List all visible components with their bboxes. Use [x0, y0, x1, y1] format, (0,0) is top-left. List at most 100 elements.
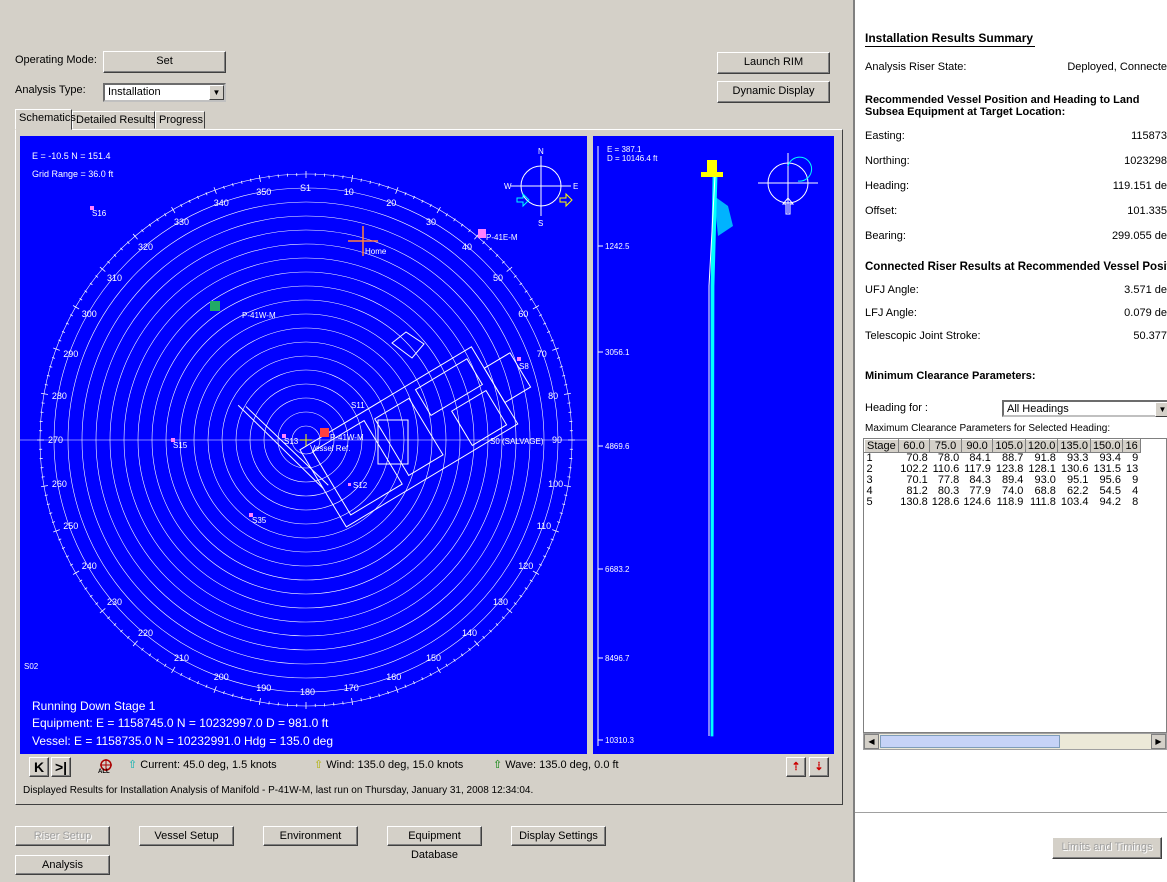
bearing-minor-tick	[148, 653, 152, 657]
bearing-minor-tick	[564, 494, 568, 496]
bearing-label: 340	[214, 198, 229, 208]
table-row[interactable]: 3 70.1 77.8 84.3 89.4 93.0 95.1 95.6 9	[865, 475, 1141, 486]
bearing-label: 20	[386, 198, 396, 208]
elevation-view-plot[interactable]: 1242.5 3056.1 4869.6 6683.2 8496.7 10310.3 E …	[593, 136, 834, 754]
scroll-thumb[interactable]	[880, 735, 1060, 748]
table-cell: 91.8	[1034, 452, 1056, 464]
tab-progress[interactable]: Progress	[155, 111, 205, 129]
bearing-tick	[53, 529, 60, 533]
bearing-label: 150	[426, 653, 441, 663]
table-cell: 93.3	[1067, 452, 1089, 464]
bearing-tick	[132, 233, 138, 240]
marker-p41w[interactable]	[210, 301, 220, 311]
table-header[interactable]: Stage	[864, 439, 899, 453]
table-header[interactable]: 135.0	[1057, 439, 1091, 453]
clearance-table[interactable]: Stage 60.0 75.0 90.0 105.0 120.0 135.0 150.0 16 …	[863, 438, 1167, 733]
marker-s16[interactable]	[90, 206, 94, 210]
next-step-button[interactable]: >|	[51, 757, 71, 777]
zoom-all-icon[interactable]: ALL	[96, 757, 116, 777]
bearing-minor-tick	[547, 331, 551, 333]
env-wind: ⇧ Wind: 135.0 deg, 15.0 knots	[314, 758, 463, 771]
table-header[interactable]: 90.0	[960, 439, 994, 453]
table-header[interactable]: 16	[1122, 439, 1141, 453]
bearing-label: 170	[344, 683, 359, 693]
bearing-minor-tick	[120, 247, 123, 251]
bearing-tick	[436, 206, 441, 214]
status-equipment: Equipment: E = 1158745.0 N = 10232997.0 …	[32, 716, 329, 730]
marker-p41e[interactable]	[478, 229, 486, 238]
bearing-label: 280	[52, 391, 67, 401]
launch-rim-button[interactable]: Launch RIM	[717, 52, 830, 74]
bearing-minor-tick	[550, 339, 554, 342]
heading-for-label: Heading for :	[865, 402, 928, 414]
bearing-minor-tick	[369, 180, 371, 184]
bearing-minor-tick	[46, 503, 50, 505]
table-row[interactable]: 5 130.8 128.6 124.6 118.9 111.8 103.4 94.2 8	[865, 497, 1141, 508]
bearing-minor-tick	[543, 555, 547, 558]
set-button[interactable]: Set	[103, 51, 226, 73]
marker-s15[interactable]	[171, 438, 175, 442]
plan-view-svg: S1 10 20 30 40 50 60 70 80 90 100 110 120 130 140 150 16…	[20, 147, 587, 748]
bearing-minor-tick	[79, 579, 83, 582]
table-cell: 68.8	[1034, 485, 1056, 497]
environment-button[interactable]: Environment	[263, 826, 358, 846]
table-header[interactable]: 75.0	[929, 439, 962, 453]
bearing-minor-tick	[556, 357, 561, 359]
bearing-minor-tick	[127, 241, 130, 245]
heading-for-value: All Headings	[1007, 403, 1069, 415]
riser-up-button[interactable]: ⇡	[786, 757, 806, 777]
bearing-minor-tick	[387, 690, 389, 695]
limits-timings-button[interactable]: Limits and Timings	[1052, 837, 1162, 859]
dynamic-display-button[interactable]: Dynamic Display	[717, 81, 830, 103]
table-header[interactable]: 120.0	[1024, 439, 1059, 453]
compass-s: S	[538, 219, 543, 228]
scroll-right-icon[interactable]: ▶	[1151, 734, 1166, 749]
bearing-minor-tick	[482, 241, 485, 245]
equipment-database-button[interactable]: Equipment Database	[387, 826, 482, 861]
analysis-type-select[interactable]: Installation ▼	[103, 83, 226, 102]
chevron-down-icon[interactable]: ▼	[1155, 402, 1167, 417]
analysis-button[interactable]: Analysis	[15, 855, 110, 875]
table-cell: 84.1	[969, 452, 991, 464]
bearing-minor-tick	[360, 698, 362, 702]
table-header[interactable]: 60.0	[897, 439, 931, 453]
riser-down-button[interactable]: ⇣	[809, 757, 829, 777]
first-step-button[interactable]: K	[29, 757, 49, 777]
bearing-label: 290	[63, 349, 78, 359]
table-row[interactable]: 1 70.8 78.0 84.1 88.7 91.8 93.3 93.4 9	[865, 453, 1141, 465]
table-cell: 74.0	[1001, 485, 1024, 497]
bearing-minor-tick	[489, 629, 492, 633]
marker-s35[interactable]	[249, 513, 253, 517]
marker-s12[interactable]	[348, 483, 351, 486]
bearing-minor-tick	[529, 579, 533, 582]
bearing-minor-tick	[468, 229, 471, 233]
tab-schematics[interactable]: Schematics	[15, 109, 76, 130]
tab-detailed-results[interactable]: Detailed Results	[72, 111, 156, 129]
bearing-label: 180	[300, 687, 315, 697]
bearing-minor-tick	[387, 185, 389, 190]
bearing-minor-tick	[543, 322, 547, 325]
bearing-minor-tick	[141, 229, 144, 233]
table-header[interactable]: 150.0	[1089, 439, 1124, 453]
bearing-tick	[474, 640, 480, 647]
table-row[interactable]: 4 81.2 80.3 77.9 74.0 68.8 62.2 54.5 4	[865, 486, 1141, 497]
scroll-left-icon[interactable]: ◀	[864, 734, 879, 749]
bearing-tick	[213, 187, 217, 194]
display-settings-button[interactable]: Display Settings	[511, 826, 606, 846]
vessel-setup-button[interactable]: Vessel Setup	[139, 826, 234, 846]
bearing-minor-tick	[556, 521, 561, 523]
marker-s8[interactable]	[517, 357, 521, 361]
heading-for-select[interactable]: All Headings ▼	[1002, 400, 1167, 417]
marker-s13[interactable]	[282, 434, 286, 438]
bearing-minor-tick	[89, 594, 93, 598]
plan-view-plot[interactable]: S1 10 20 30 40 50 60 70 80 90 100 110 120 130 140 150 16…	[20, 136, 587, 754]
marker-p41w-center[interactable]	[320, 428, 329, 437]
riser-setup-button[interactable]: Riser Setup	[15, 826, 110, 846]
table-header[interactable]: 105.0	[992, 439, 1026, 453]
table-hscrollbar[interactable]: ◀ ▶	[863, 733, 1167, 750]
riser-state-row: Analysis Riser State: Deployed, Connecte	[865, 61, 1167, 73]
table-row[interactable]: 2 102.2 110.6 117.9 123.8 128.1 130.6 131.5 13	[865, 464, 1141, 475]
bearing-minor-tick	[404, 684, 407, 688]
chevron-down-icon[interactable]: ▼	[209, 85, 224, 100]
bearing-label: 90	[552, 435, 562, 445]
